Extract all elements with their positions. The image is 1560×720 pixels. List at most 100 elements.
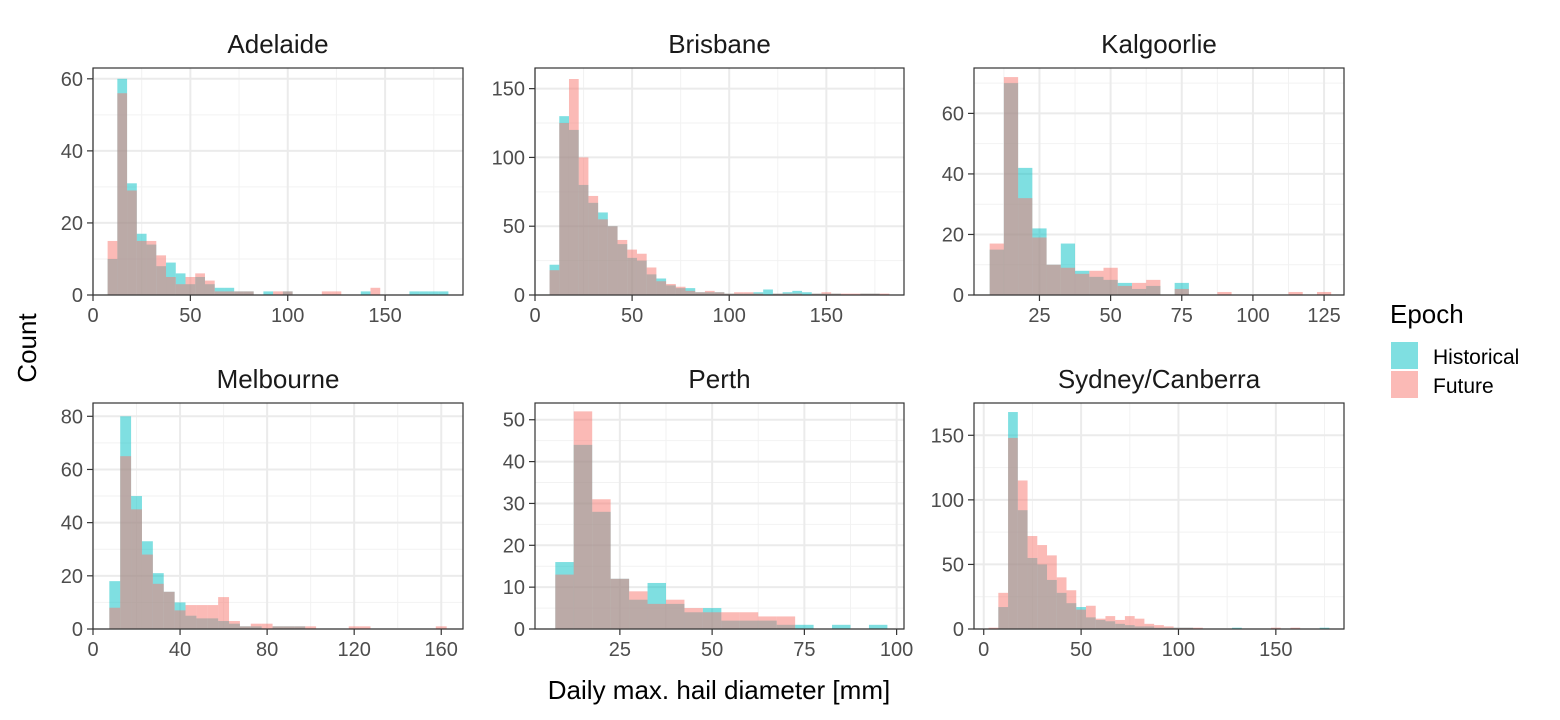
bar-historical [868,624,888,629]
panel-title-perth: Perth [688,364,750,394]
bar-future [146,240,157,295]
bar-future [1174,288,1189,295]
bar-future [1316,291,1332,295]
bar-future [721,612,740,629]
panel-adelaide: Adelaide 0 50 100 150 0 20 40 60 [61,29,464,327]
bar-historical [360,291,371,295]
bar-future [196,605,208,629]
y-tick-label: 20 [61,566,83,588]
y-tick-label: 150 [931,425,964,447]
bar-future [782,293,793,295]
panel-brisbane: Brisbane 0 50 100 150 0 50 100 150 [492,29,905,327]
y-tick-label: 20 [503,535,525,557]
bar-future [229,621,240,629]
x-tick-label: 75 [1171,305,1193,327]
panel-title-melbourne: Melbourne [217,364,340,394]
bar-future [214,291,225,295]
panel-title-brisbane: Brisbane [668,29,771,59]
bar-future [610,578,630,629]
bar-historical [763,289,773,295]
panel-title-sydney-canberra: Sydney/Canberra [1058,364,1261,394]
y-tick-label: 40 [942,164,964,186]
bar-future [840,293,851,295]
y-tick-label: 80 [61,406,83,428]
y-axis-title: Count [12,313,42,383]
bar-future [675,286,686,295]
bar-future [598,219,608,295]
bar-future [175,284,186,295]
bar-future [739,612,759,629]
bar-future [724,293,735,295]
bar-future [647,603,666,629]
bar-future [1047,555,1057,629]
bar-future [578,157,589,295]
bar-future [166,276,176,295]
x-tick-label: 100 [1236,305,1269,327]
bar-historical [832,624,851,629]
bar-future [224,291,235,295]
bar-future [1060,267,1076,295]
bar-future [156,255,167,295]
bar-future [1037,545,1048,629]
bar-future [1085,605,1096,629]
bar-future [1154,625,1164,629]
y-tick-label: 0 [514,285,525,307]
bar-future [850,293,861,295]
bar-future [1076,609,1086,629]
bar-future [607,226,618,295]
bar-future [656,281,667,295]
bar-future [204,280,215,295]
bar-future [1288,291,1303,295]
bar-future [282,291,293,295]
x-tick-label: 50 [1099,305,1121,327]
bar-future [665,599,685,629]
x-tick-label: 50 [1070,639,1092,661]
bar-historical [1319,627,1330,629]
bar-future [218,597,230,629]
bar-future [734,292,744,295]
bar-future [1105,616,1116,629]
bar-historical [1232,627,1242,629]
bar-future [185,605,197,629]
bar-future [1017,480,1028,629]
bar-future [127,190,137,295]
bar-future [758,616,777,629]
bar-future [131,509,142,629]
x-tick-label: 100 [1162,639,1195,661]
bar-future [879,293,890,295]
bar-future [107,240,118,295]
bar-future [1217,291,1232,295]
x-tick-label: 150 [810,305,843,327]
bar-future [1075,273,1090,295]
y-tick-label: 60 [61,459,83,481]
bar-future [627,249,637,295]
bar-future [776,616,796,629]
bar-future [646,267,657,295]
panel-border [92,67,464,296]
bar-future [549,270,560,295]
bar-future [117,93,128,295]
y-tick-label: 0 [72,285,83,307]
bar-future [174,610,186,629]
bar-future [666,283,676,295]
bar-future [305,626,317,629]
bar-future [617,239,628,295]
bar-future [1163,626,1174,629]
y-tick-label: 10 [503,577,525,599]
x-tick-label: 0 [87,639,98,661]
y-tick-label: 40 [61,513,83,535]
bar-future [1056,577,1067,629]
bar-future [588,195,599,295]
x-tick-label: 150 [1259,639,1292,661]
y-tick-label: 0 [953,619,964,641]
bar-future [1046,264,1061,295]
x-tick-label: 100 [880,639,913,661]
x-tick-label: 50 [621,305,643,327]
bar-future [695,292,705,295]
bar-future [272,626,284,629]
bar-future [685,290,696,295]
panel-title-kalgoorlie: Kalgoorlie [1101,29,1217,59]
legend: Epoch Historical Future [1390,299,1519,398]
bar-historical [802,292,812,295]
